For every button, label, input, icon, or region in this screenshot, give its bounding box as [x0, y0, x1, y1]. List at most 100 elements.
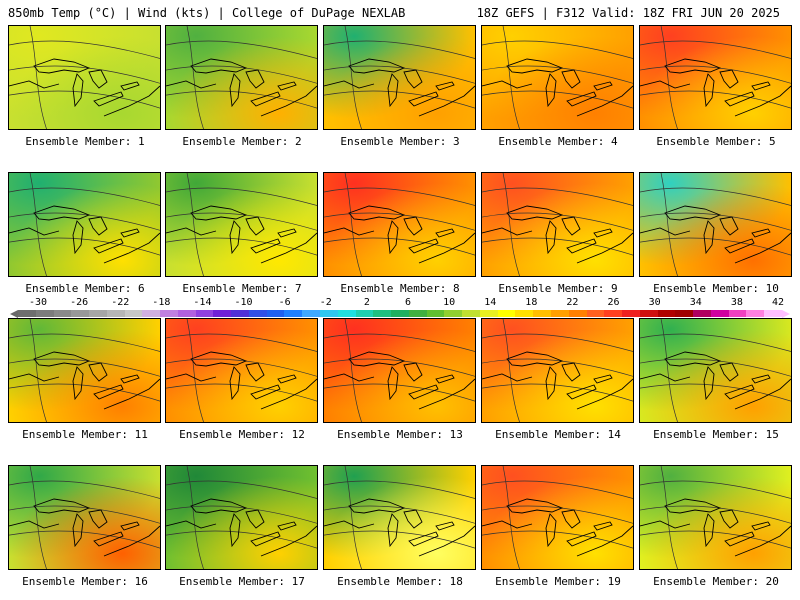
wind-streamlines: [640, 26, 791, 129]
temperature-field: [640, 26, 791, 129]
colorbar-tick-label: -2: [319, 297, 332, 308]
panel-label: Ensemble Member: 1: [25, 135, 145, 148]
colorbar-tick-label: -30: [28, 297, 48, 308]
map-panel: [165, 172, 318, 277]
temperature-field: [9, 26, 160, 129]
colorbar-tick-label: -26: [70, 297, 89, 308]
colorbar-swatch: [177, 310, 196, 317]
panel-label: Ensemble Member: 16: [22, 575, 148, 588]
panel-label: Ensemble Member: 19: [495, 575, 621, 588]
colorbar-swatch: [195, 310, 214, 317]
temperature-field: [166, 26, 317, 129]
great-lakes-outline: [640, 351, 791, 410]
colorbar-swatch: [160, 310, 178, 317]
colorbar-swatch: [462, 310, 480, 317]
map-panel: [639, 25, 792, 130]
map-panel: [165, 25, 318, 130]
colorbar-tick-label: 6: [404, 297, 412, 308]
colorbar-swatch: [622, 310, 640, 317]
panel-label: Ensemble Member: 17: [179, 575, 305, 588]
colorbar-tick-label: -14: [193, 297, 212, 308]
map-panel: [481, 318, 634, 423]
colorbar-tick-label: 38: [730, 297, 743, 308]
colorbar-swatch: [639, 310, 658, 317]
map-panel: [323, 318, 476, 423]
great-lakes-outline: [9, 351, 160, 410]
great-lakes-outline: [166, 205, 317, 264]
temperature-field: [482, 173, 633, 276]
colorbar-swatch: [710, 310, 729, 317]
wind-streamlines: [640, 319, 791, 422]
map-panel: [8, 318, 161, 423]
colorbar-swatch: [248, 310, 267, 317]
temperature-field: [9, 173, 160, 276]
panel-label: Ensemble Member: 6: [25, 282, 145, 295]
great-lakes-outline: [166, 351, 317, 410]
great-lakes-outline: [166, 58, 317, 117]
colorbar-swatch: [604, 310, 623, 317]
panel-label: Ensemble Member: 3: [340, 135, 460, 148]
wind-streamlines: [482, 173, 633, 276]
map-panel: [8, 465, 161, 570]
wind-streamlines: [324, 26, 475, 129]
colorbar-swatch: [124, 310, 143, 317]
great-lakes-outline: [482, 498, 633, 557]
colorbar-tick-label: 18: [525, 297, 538, 308]
great-lakes-outline: [640, 205, 791, 264]
wind-streamlines: [482, 26, 633, 129]
wind-streamlines: [166, 319, 317, 422]
colorbar-swatch: [71, 310, 90, 317]
colorbar-swatch: [533, 310, 551, 317]
map-panel: [481, 465, 634, 570]
panel-label: Ensemble Member: 4: [498, 135, 618, 148]
map-panel: [481, 25, 634, 130]
panel-label: Ensemble Member: 10: [653, 282, 779, 295]
temperature-field: [482, 319, 633, 422]
wind-streamlines: [166, 26, 317, 129]
colorbar-swatch: [231, 310, 249, 317]
map-panel: [639, 465, 792, 570]
colorbar-tick-label: 2: [363, 297, 370, 308]
panel-label: Ensemble Member: 12: [179, 428, 305, 441]
temperature-field: [482, 26, 633, 129]
colorbar-swatch: [586, 310, 605, 317]
colorbar-swatch: [391, 310, 409, 317]
colorbar-tick-label: -6: [278, 297, 291, 308]
colorbar-swatch: [53, 310, 72, 317]
wind-streamlines: [640, 173, 791, 276]
colorbar-swatch: [764, 310, 782, 317]
colorbar-swatch: [426, 310, 445, 317]
panel-label: Ensemble Member: 9: [498, 282, 618, 295]
great-lakes-outline: [640, 498, 791, 557]
colorbar-swatch: [746, 310, 765, 317]
map-title: 850mb Temp (°C) | Wind (kts) | College o…: [8, 6, 406, 20]
temperature-field: [166, 466, 317, 569]
colorbar-tick-label: 42: [771, 297, 785, 308]
colorbar-tick-label: 10: [443, 297, 456, 308]
colorbar-left-arrow: [10, 310, 18, 318]
colorbar-swatch: [497, 310, 516, 317]
colorbar-tick-label: 26: [607, 297, 620, 308]
wind-streamlines: [9, 173, 160, 276]
great-lakes-outline: [324, 351, 475, 410]
wind-streamlines: [9, 319, 160, 422]
colorbar-swatch: [106, 310, 125, 317]
map-panel: [481, 172, 634, 277]
temperature-field: [9, 319, 160, 422]
great-lakes-outline: [640, 58, 791, 117]
temperature-field: [640, 173, 791, 276]
colorbar-swatch: [213, 310, 232, 317]
colorbar-swatch: [373, 310, 392, 317]
temperature-field: [640, 319, 791, 422]
wind-streamlines: [482, 466, 633, 569]
map-panel: [165, 465, 318, 570]
panel-label: Ensemble Member: 15: [653, 428, 779, 441]
panel-label: Ensemble Member: 2: [182, 135, 302, 148]
map-panel: [323, 465, 476, 570]
temperature-field: [166, 319, 317, 422]
wind-streamlines: [166, 466, 317, 569]
colorbar-right-arrow: [782, 310, 790, 318]
colorbar-tick-label: -22: [111, 297, 130, 308]
colorbar-tick-label: 14: [484, 297, 497, 308]
great-lakes-outline: [324, 498, 475, 557]
